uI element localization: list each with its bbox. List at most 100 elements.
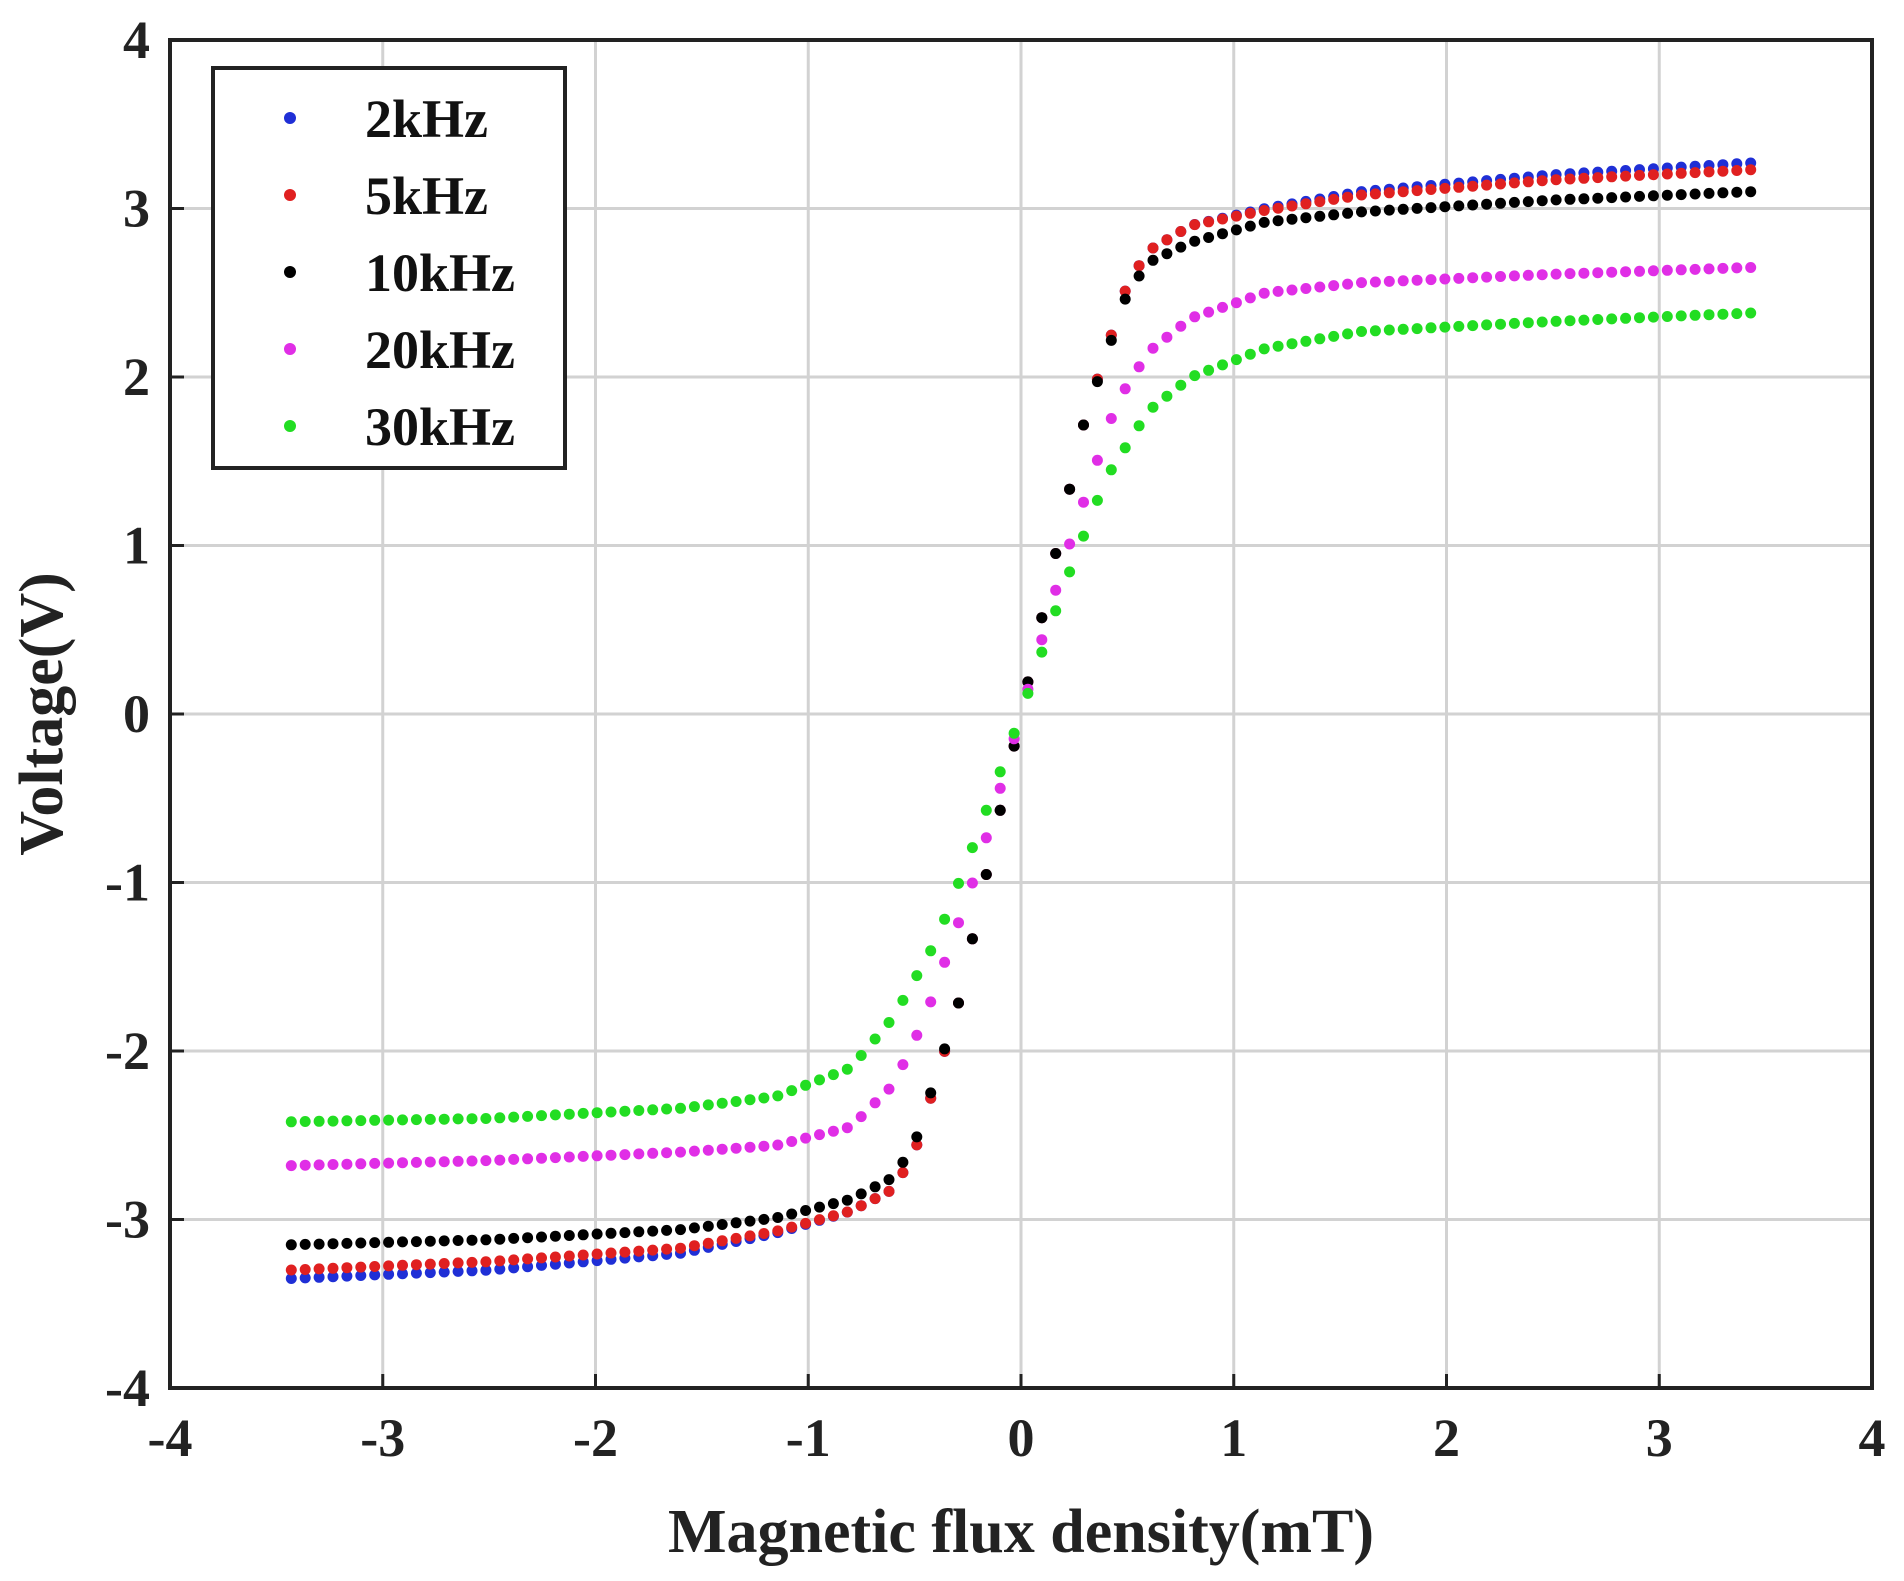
x-tick-label: 2 [1433, 1408, 1460, 1468]
data-point [897, 1156, 909, 1168]
data-point [549, 1152, 561, 1164]
data-point [814, 1129, 825, 1141]
data-point [744, 1094, 756, 1106]
data-point [1300, 283, 1312, 294]
data-point [1272, 340, 1284, 352]
data-point [1703, 263, 1715, 275]
y-tick-label: 2 [123, 347, 150, 407]
data-point [1314, 281, 1326, 293]
data-point [688, 1240, 700, 1252]
data-point [953, 917, 964, 929]
data-point [869, 1097, 881, 1109]
data-point [772, 1212, 784, 1223]
data-point [1536, 175, 1548, 187]
data-point [953, 877, 964, 889]
data-point [438, 1258, 450, 1269]
data-point [883, 1017, 895, 1028]
data-point [1369, 276, 1381, 288]
data-point [1397, 275, 1409, 287]
data-point [1689, 167, 1701, 179]
data-point [1675, 189, 1687, 201]
data-point [466, 1113, 478, 1125]
data-point [1022, 687, 1034, 699]
plot-data [285, 157, 1757, 1284]
data-point [619, 1246, 631, 1258]
data-point [661, 1224, 673, 1236]
data-point [341, 1270, 353, 1282]
data-point [299, 1264, 311, 1275]
data-point [1356, 326, 1367, 337]
data-point [897, 1167, 909, 1179]
data-point [688, 1222, 700, 1234]
data-point [1425, 322, 1437, 334]
data-point [1300, 335, 1312, 347]
data-point [536, 1110, 547, 1122]
data-point [758, 1092, 770, 1104]
x-axis-title: Magnetic flux density(mT) [668, 1498, 1374, 1566]
x-tick-label: -3 [360, 1408, 405, 1468]
data-point [1620, 312, 1632, 324]
data-point [841, 1063, 853, 1075]
data-point [563, 1108, 575, 1120]
data-point [675, 1102, 686, 1114]
data-point [1564, 315, 1576, 327]
data-point [1397, 186, 1409, 198]
data-point [1258, 205, 1270, 216]
data-point [536, 1231, 547, 1243]
data-point [605, 1227, 617, 1239]
data-point [1717, 308, 1729, 320]
data-point [1481, 179, 1493, 191]
data-point [438, 1156, 450, 1168]
data-point [1036, 634, 1048, 646]
data-point [827, 1069, 839, 1081]
y-tick-label: -3 [105, 1190, 150, 1250]
data-point [605, 1247, 617, 1259]
data-point [786, 1085, 798, 1097]
data-point [327, 1271, 339, 1283]
data-point [397, 1114, 408, 1126]
data-point [397, 1259, 408, 1271]
data-point [1119, 383, 1131, 395]
data-point [1578, 193, 1590, 205]
data-point [1731, 308, 1743, 320]
data-point [1133, 270, 1145, 282]
data-point [438, 1266, 450, 1278]
data-point [911, 1139, 923, 1151]
data-point [1550, 315, 1562, 327]
data-point [1356, 206, 1367, 218]
data-point [285, 1160, 297, 1172]
data-point [1592, 172, 1604, 184]
data-point [1425, 184, 1437, 195]
data-point [355, 1115, 367, 1127]
data-point [1105, 464, 1117, 476]
data-point [383, 1157, 395, 1169]
data-point [1244, 207, 1256, 219]
data-point [1342, 207, 1354, 219]
data-point [577, 1249, 589, 1261]
data-point [883, 1174, 895, 1186]
legend-marker-30khz [284, 420, 296, 432]
data-point [730, 1142, 742, 1154]
data-point [730, 1232, 742, 1244]
data-point [1439, 201, 1451, 213]
data-point [688, 1145, 700, 1157]
data-point [661, 1147, 673, 1159]
data-point [1703, 309, 1715, 321]
data-point [869, 1181, 881, 1193]
data-point [1634, 190, 1645, 202]
data-point [1550, 194, 1562, 206]
data-point [1508, 317, 1520, 329]
data-point [730, 1217, 742, 1229]
data-point [1342, 191, 1354, 203]
data-point [1647, 265, 1659, 277]
data-point [1564, 193, 1576, 205]
data-point [716, 1097, 728, 1109]
data-point [313, 1263, 325, 1275]
data-point [1606, 192, 1618, 204]
data-point [1564, 268, 1576, 280]
data-point [1703, 166, 1715, 178]
data-point [410, 1156, 422, 1168]
data-point [1467, 272, 1479, 284]
data-point [1078, 419, 1089, 431]
x-tick-label: 1 [1220, 1408, 1247, 1468]
